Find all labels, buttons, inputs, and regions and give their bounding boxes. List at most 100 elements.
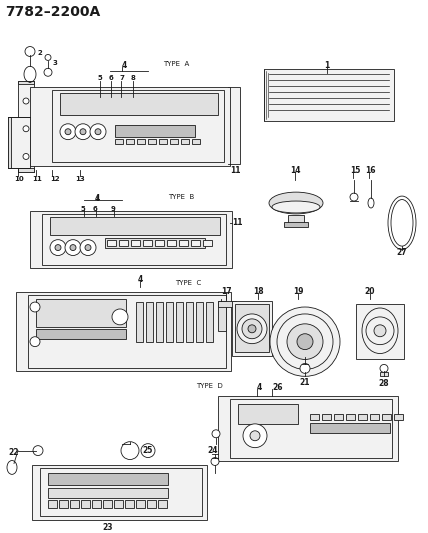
Bar — [230, 399, 392, 457]
Text: 12: 12 — [50, 176, 59, 182]
Text: 24: 24 — [208, 446, 218, 455]
Text: 18: 18 — [253, 287, 263, 296]
Bar — [70, 500, 79, 508]
Circle shape — [380, 365, 388, 373]
Circle shape — [45, 54, 51, 60]
Text: 11: 11 — [32, 176, 42, 182]
Bar — [131, 240, 140, 246]
Circle shape — [350, 193, 358, 201]
Circle shape — [85, 245, 91, 251]
Ellipse shape — [7, 461, 17, 474]
Bar — [158, 500, 167, 508]
Bar — [125, 500, 134, 508]
Bar — [218, 396, 398, 461]
Bar — [179, 240, 188, 246]
Bar — [119, 240, 128, 246]
Bar — [380, 373, 388, 376]
Text: 4: 4 — [95, 194, 100, 203]
Circle shape — [65, 240, 81, 255]
Circle shape — [33, 446, 43, 456]
Bar — [32, 465, 207, 520]
Text: 23: 23 — [103, 523, 113, 532]
Bar — [126, 139, 134, 143]
Bar — [394, 414, 403, 420]
Text: 25: 25 — [143, 446, 153, 455]
Bar — [191, 240, 200, 246]
Bar — [288, 215, 304, 223]
Circle shape — [237, 314, 267, 344]
Text: 6: 6 — [109, 75, 114, 81]
Text: TYPE  D: TYPE D — [196, 383, 223, 389]
Circle shape — [141, 443, 155, 457]
Circle shape — [55, 245, 61, 251]
Bar — [228, 87, 240, 164]
Circle shape — [44, 68, 52, 76]
Bar — [28, 295, 226, 368]
Bar — [181, 139, 189, 143]
Text: 1: 1 — [324, 61, 330, 70]
Bar — [115, 139, 123, 143]
Circle shape — [112, 309, 128, 325]
Text: 4: 4 — [137, 276, 143, 284]
Bar — [30, 87, 230, 166]
Bar — [218, 301, 236, 307]
Text: 3: 3 — [53, 60, 58, 67]
Bar — [136, 500, 145, 508]
Bar — [36, 329, 126, 338]
Text: 7782–2200A: 7782–2200A — [5, 5, 100, 19]
Bar — [358, 414, 367, 420]
Text: 2: 2 — [37, 50, 42, 55]
Bar — [16, 292, 231, 372]
Bar — [18, 81, 34, 84]
Bar — [48, 500, 57, 508]
Bar — [232, 301, 272, 356]
Circle shape — [30, 337, 40, 346]
Circle shape — [211, 457, 219, 465]
Bar — [103, 500, 112, 508]
Circle shape — [90, 124, 106, 140]
Bar — [52, 90, 224, 163]
Ellipse shape — [391, 199, 413, 246]
Bar — [334, 414, 343, 420]
Circle shape — [248, 325, 256, 333]
Bar — [356, 304, 404, 359]
Bar — [107, 240, 116, 246]
Circle shape — [25, 46, 35, 56]
Bar — [146, 302, 153, 342]
Circle shape — [80, 240, 96, 255]
Text: 8: 8 — [131, 75, 136, 81]
Bar — [322, 414, 331, 420]
Bar — [206, 302, 213, 342]
Circle shape — [60, 124, 76, 140]
Bar — [159, 139, 167, 143]
Bar — [92, 500, 101, 508]
Circle shape — [242, 319, 262, 338]
Circle shape — [80, 129, 86, 135]
Text: 5: 5 — [81, 206, 86, 212]
Circle shape — [243, 424, 267, 448]
Bar — [147, 500, 156, 508]
Ellipse shape — [269, 192, 323, 214]
Bar — [36, 299, 126, 327]
Text: 5: 5 — [98, 75, 103, 81]
Bar — [382, 414, 391, 420]
Bar — [60, 93, 218, 115]
Bar — [176, 302, 183, 342]
Ellipse shape — [272, 201, 320, 213]
Circle shape — [23, 154, 29, 159]
Bar — [8, 117, 30, 168]
Circle shape — [23, 126, 29, 132]
Circle shape — [287, 324, 323, 359]
Circle shape — [366, 317, 394, 345]
Circle shape — [212, 430, 220, 438]
Text: 22: 22 — [8, 448, 18, 457]
Bar — [114, 500, 123, 508]
Bar — [148, 139, 156, 143]
Ellipse shape — [388, 196, 416, 249]
Bar — [40, 469, 202, 516]
Circle shape — [300, 364, 310, 373]
Ellipse shape — [362, 308, 398, 353]
Circle shape — [270, 307, 340, 376]
Bar — [346, 414, 355, 420]
Circle shape — [95, 129, 101, 135]
